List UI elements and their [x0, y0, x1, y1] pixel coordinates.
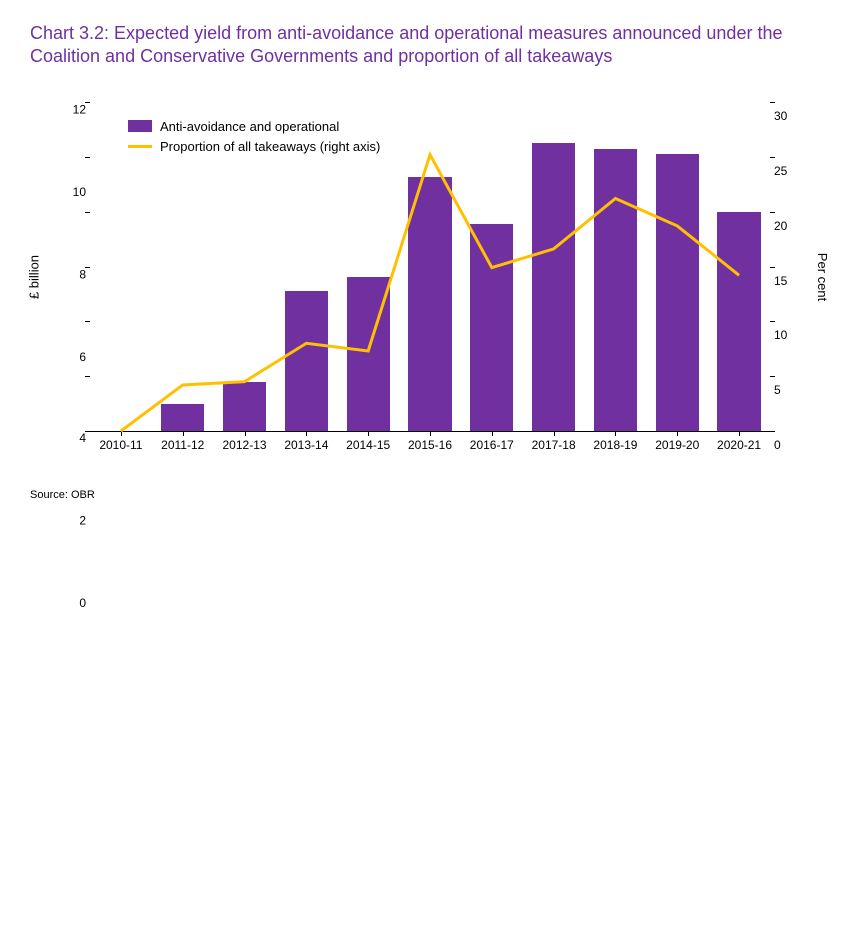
y-right-tick	[770, 157, 775, 158]
chart-area: £ billion Per cent Anti-avoidance and op…	[60, 92, 800, 462]
x-tick	[430, 431, 431, 436]
x-tick-label: 2020-21	[717, 438, 761, 452]
x-tick-label: 2011-12	[161, 438, 204, 452]
x-tick-label: 2014-15	[346, 438, 390, 452]
x-tick	[615, 431, 616, 436]
y-right-axis-label: Per cent	[815, 253, 830, 301]
y-right-tick-label: 20	[774, 219, 802, 233]
x-tick	[306, 431, 307, 436]
y-left-tick-label: 10	[62, 185, 86, 241]
x-tick-label: 2016-17	[470, 438, 514, 452]
y-right-tick-label: 5	[774, 383, 802, 397]
x-tick	[183, 431, 184, 436]
y-right-tick	[770, 321, 775, 322]
x-tick-label: 2018-19	[593, 438, 637, 452]
y-right-tick	[770, 212, 775, 213]
y-right-tick	[770, 431, 775, 432]
y-right-tick	[770, 102, 775, 103]
x-tick	[368, 431, 369, 436]
y-left-tick-label: 12	[62, 103, 86, 104]
y-right-tick-label: 30	[774, 109, 802, 123]
legend-line-label: Proportion of all takeaways (right axis)	[160, 139, 380, 154]
y-left-axis-label: £ billion	[27, 255, 42, 299]
x-tick-label: 2012-13	[223, 438, 267, 452]
y-right-tick-label: 25	[774, 164, 802, 178]
chart-source: Source: OBR	[30, 489, 95, 501]
legend-line-swatch	[128, 145, 152, 148]
y-right-tick-label: 15	[774, 274, 802, 288]
y-right-tick-label: 0	[774, 438, 802, 452]
legend: Anti-avoidance and operational Proportio…	[128, 116, 380, 156]
x-tick-label: 2019-20	[655, 438, 699, 452]
x-tick-label: 2017-18	[532, 438, 576, 452]
x-tick	[245, 431, 246, 436]
x-tick-label: 2010-11	[99, 438, 142, 452]
chart-title: Chart 3.2: Expected yield from anti-avoi…	[30, 22, 819, 69]
x-tick	[554, 431, 555, 436]
y-right-tick	[770, 376, 775, 377]
line-path	[121, 155, 739, 431]
plot-region: Anti-avoidance and operational Proportio…	[90, 102, 770, 432]
y-right-tick	[770, 267, 775, 268]
x-tick-label: 2015-16	[408, 438, 452, 452]
y-left-tick-label: 8	[62, 267, 86, 378]
y-right-tick-label: 10	[774, 328, 802, 342]
x-tick	[739, 431, 740, 436]
x-tick-label: 2013-14	[284, 438, 328, 452]
legend-bar-label: Anti-avoidance and operational	[160, 119, 339, 134]
x-tick	[677, 431, 678, 436]
legend-bar-swatch	[128, 120, 152, 132]
x-tick	[492, 431, 493, 436]
